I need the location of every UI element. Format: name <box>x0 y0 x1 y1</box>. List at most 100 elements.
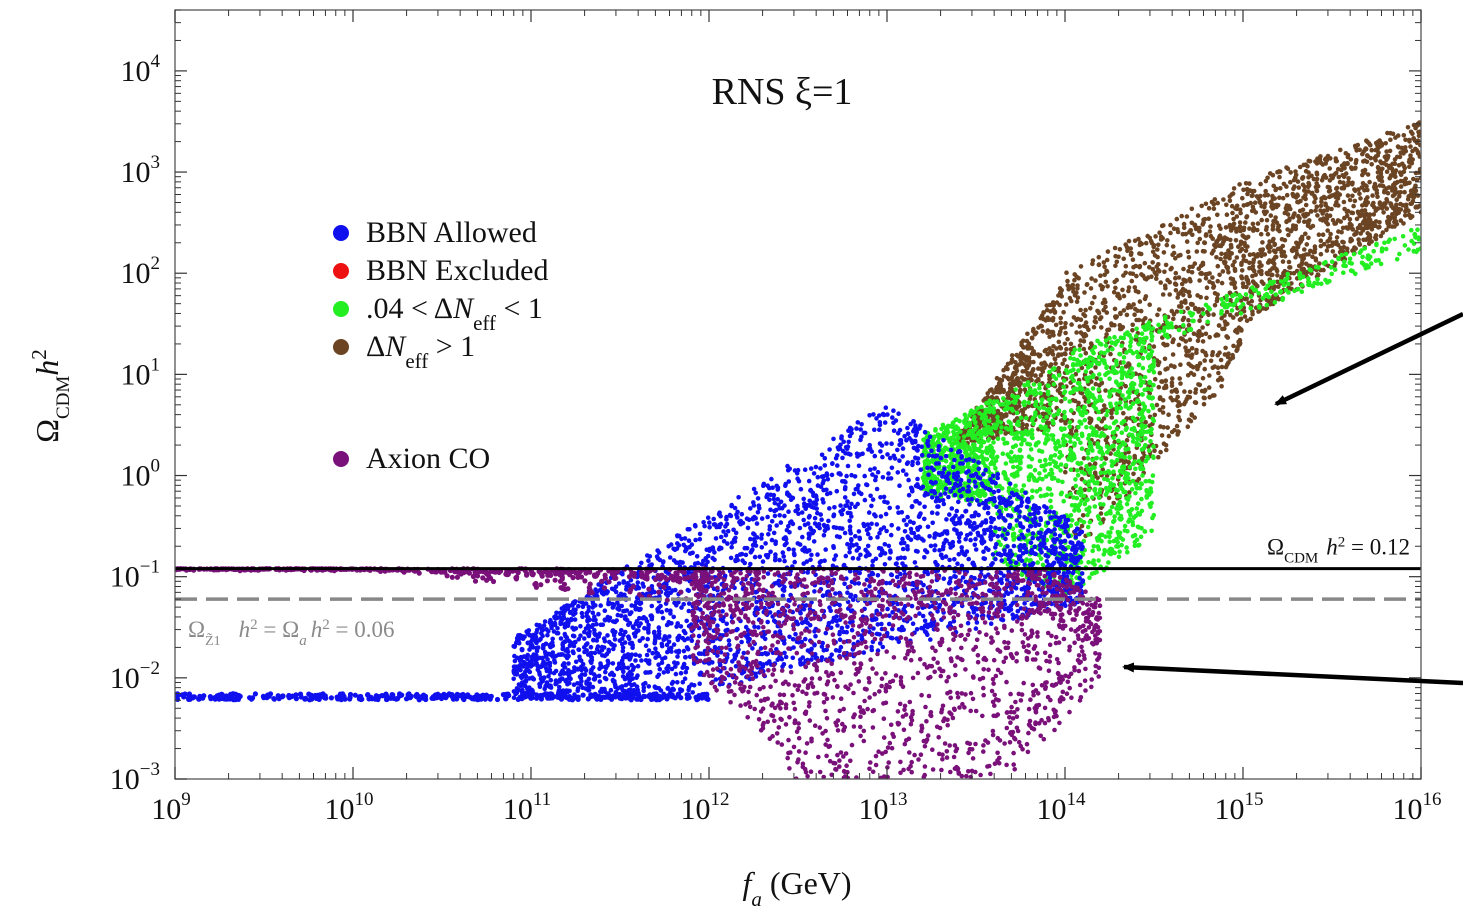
series-dNeff-gt1-point <box>1234 348 1239 354</box>
series-dNeff-mid-point <box>1120 470 1125 475</box>
series-dNeff-gt1-point <box>1276 224 1281 230</box>
series-dNeff-mid-point <box>1104 364 1110 370</box>
series-dNeff-gt1-point <box>1179 213 1184 219</box>
series-dNeff-mid-point <box>1130 478 1136 484</box>
series-dNeff-mid-point <box>1094 433 1099 438</box>
series-dNeff-gt1-point <box>1387 165 1392 171</box>
series-dNeff-gt1-point <box>1411 136 1416 141</box>
series-dNeff-mid-point <box>1082 479 1088 485</box>
series-dNeff-gt1-point <box>1114 259 1120 265</box>
series-dNeff-gt1-point <box>1394 202 1399 207</box>
series-dNeff-mid-point <box>1392 236 1397 242</box>
series-dNeff-gt1-point <box>1264 270 1270 276</box>
series-dNeff-mid-point <box>1123 404 1128 409</box>
series-dNeff-gt1-point <box>1417 154 1421 159</box>
series-dNeff-gt1-point <box>1357 191 1362 196</box>
series-dNeff-mid-point <box>1122 442 1128 447</box>
series-dNeff-gt1-point <box>1273 254 1279 260</box>
series-dNeff-mid-point <box>1362 263 1367 268</box>
series-dNeff-mid-point <box>1120 393 1125 398</box>
series-dNeff-mid-point <box>1085 524 1091 530</box>
series-dNeff-gt1-point <box>1284 219 1289 225</box>
series-dNeff-mid-point <box>1110 346 1115 352</box>
series-dNeff-mid-point <box>1114 544 1119 549</box>
series-dNeff-gt1-point <box>1166 433 1172 439</box>
series-dNeff-gt1-point <box>1362 218 1367 223</box>
series-dNeff-gt1-point <box>1092 294 1097 300</box>
series-dNeff-gt1-point <box>1113 253 1118 259</box>
series-dNeff-gt1-point <box>1097 426 1102 431</box>
series-dNeff-gt1-point <box>1306 180 1311 186</box>
series-dNeff-gt1-point <box>1168 222 1173 228</box>
series-dNeff-gt1-point <box>1292 184 1297 189</box>
series-dNeff-mid-point <box>1034 489 1040 494</box>
series-dNeff-mid-point <box>1123 447 1128 452</box>
series-dNeff-mid-point <box>1118 443 1123 449</box>
series-dNeff-gt1-point <box>999 378 1005 383</box>
series-dNeff-mid-point <box>1048 456 1053 462</box>
series-bbn-allowed-point <box>912 560 918 565</box>
series-dNeff-mid-point <box>1109 463 1115 469</box>
series-dNeff-gt1-point <box>1252 200 1258 205</box>
series-dNeff-mid-point <box>1051 420 1056 426</box>
series-dNeff-gt1-point <box>1084 324 1090 330</box>
series-dNeff-gt1-point <box>1095 475 1100 481</box>
series-bbn-allowed-point <box>966 478 972 484</box>
series-dNeff-gt1-point <box>1195 338 1201 344</box>
series-dNeff-gt1-point <box>1036 376 1041 382</box>
series-dNeff-gt1-point <box>994 375 1000 381</box>
series-dNeff-mid-point <box>1060 479 1065 485</box>
series-dNeff-gt1-point <box>1203 272 1208 277</box>
series-dNeff-mid-point <box>1050 433 1056 438</box>
series-dNeff-gt1-point <box>1089 276 1094 281</box>
series-dNeff-mid-point <box>1151 382 1156 388</box>
series-dNeff-gt1-point <box>1383 141 1388 146</box>
series-dNeff-gt1-point <box>1104 257 1110 263</box>
series-dNeff-gt1-point <box>1211 206 1217 211</box>
series-dNeff-mid-point <box>1095 514 1101 519</box>
series-dNeff-mid-point <box>1132 532 1138 538</box>
series-dNeff-gt1-point <box>1364 159 1370 165</box>
series-dNeff-mid-point <box>1343 263 1348 269</box>
series-dNeff-mid-point <box>1125 389 1131 395</box>
series-dNeff-mid-point <box>1387 237 1392 242</box>
series-dNeff-mid-point <box>1077 419 1082 425</box>
series-dNeff-gt1-point <box>1363 146 1368 151</box>
series-dNeff-mid-point <box>940 422 946 428</box>
series-dNeff-gt1-point <box>1186 290 1191 295</box>
series-dNeff-gt1-point <box>1188 279 1193 284</box>
series-dNeff-gt1-point <box>1027 396 1033 402</box>
series-dNeff-gt1-point <box>1182 389 1187 394</box>
series-dNeff-gt1-point <box>1244 277 1249 282</box>
series-dNeff-gt1-point <box>1211 248 1216 253</box>
series-dNeff-gt1-point <box>1169 389 1175 394</box>
series-dNeff-mid-point <box>1086 482 1091 488</box>
series-dNeff-gt1-point <box>1166 412 1171 418</box>
series-dNeff-mid-point <box>957 442 963 448</box>
series-dNeff-mid-point <box>962 446 967 452</box>
series-dNeff-mid-point <box>1146 344 1152 350</box>
series-dNeff-gt1-point <box>1312 200 1317 205</box>
series-dNeff-mid-point <box>995 436 1001 442</box>
series-dNeff-mid-point <box>1053 445 1058 450</box>
series-dNeff-gt1-point <box>1152 270 1158 275</box>
series-dNeff-gt1-point <box>1265 231 1271 237</box>
series-dNeff-gt1-point <box>1152 412 1158 418</box>
series-dNeff-gt1-point <box>1201 395 1207 401</box>
series-dNeff-mid-point <box>1136 442 1142 448</box>
series-dNeff-gt1-point <box>1050 329 1056 335</box>
series-dNeff-mid-point <box>1067 399 1072 404</box>
series-dNeff-gt1-point <box>1112 306 1118 312</box>
series-dNeff-mid-point <box>1124 545 1129 550</box>
series-dNeff-gt1-point <box>1207 229 1213 234</box>
series-dNeff-gt1-point <box>1157 407 1163 413</box>
series-dNeff-gt1-point <box>1367 239 1373 244</box>
series-dNeff-mid-point <box>1347 256 1353 262</box>
series-dNeff-mid-point <box>1124 496 1129 501</box>
series-dNeff-gt1-point <box>1228 242 1234 248</box>
series-dNeff-mid-point <box>1256 304 1262 309</box>
series-dNeff-gt1-point <box>1143 419 1148 425</box>
series-dNeff-mid-point <box>963 424 969 430</box>
series-dNeff-gt1-point <box>1318 154 1323 159</box>
series-dNeff-gt1-point <box>1406 159 1412 165</box>
